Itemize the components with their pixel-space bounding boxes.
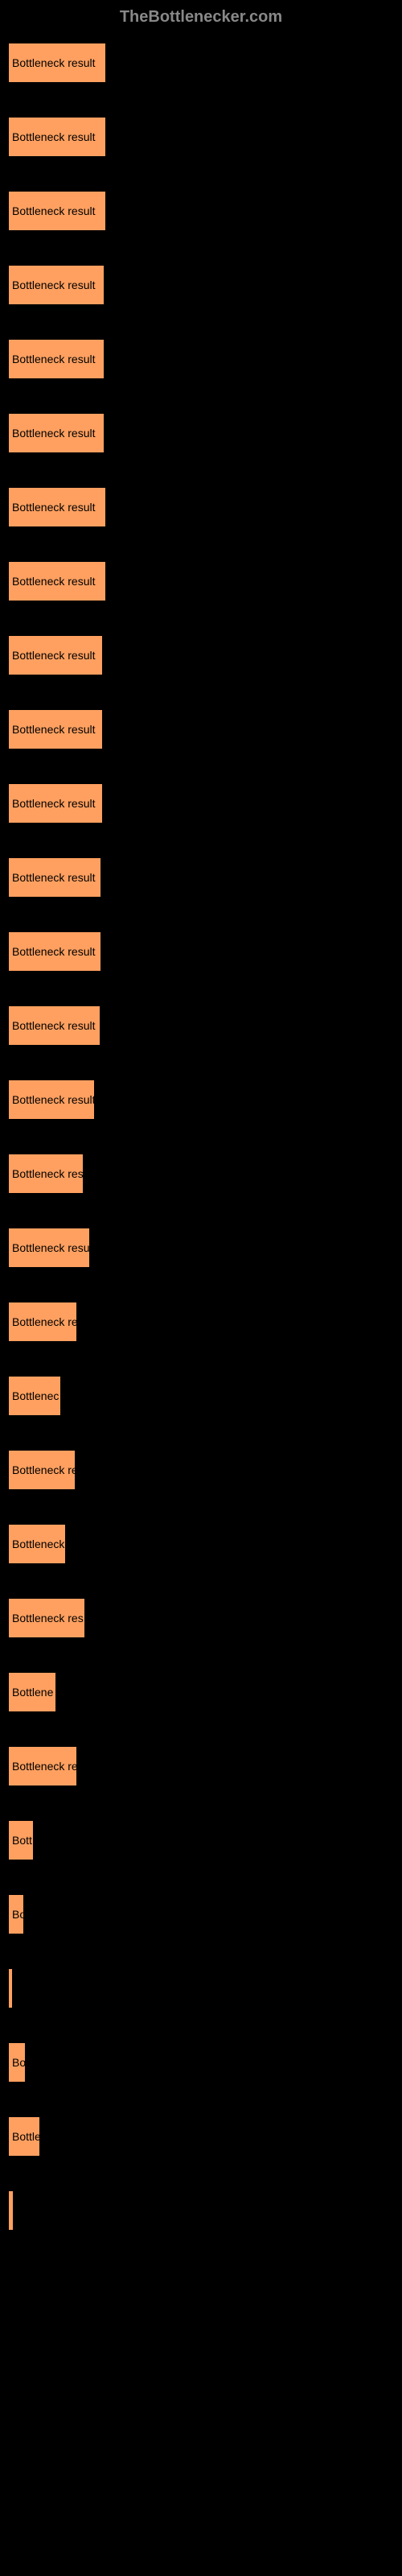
chart-bar: Bottleneck result — [8, 709, 103, 749]
chart-bar — [8, 1968, 13, 2008]
chart-bar: Bottleneck result — [8, 487, 106, 527]
chart-bar: Bottleneck res — [8, 1154, 84, 1194]
bar-row: Bottleneck result — [8, 561, 394, 601]
chart-bar: Bottleneck result — [8, 783, 103, 824]
bar-label: Bo — [12, 2056, 26, 2069]
bar-label: Bottleneck re — [12, 1463, 76, 1476]
bar-label: Bottleneck result — [12, 501, 96, 514]
bar-row: Bottleneck res — [8, 1598, 394, 1638]
bar-row: Bottle — [8, 2116, 394, 2157]
bar-label: Bottleneck result — [12, 945, 96, 958]
bar-row: Bottleneck result — [8, 709, 394, 749]
chart-bar: Bottlene — [8, 1672, 56, 1712]
chart-bar: Bottleneck result — [8, 635, 103, 675]
bar-row — [8, 1968, 394, 2008]
chart-bar: Bottleneck — [8, 1524, 66, 1564]
chart-bar: Bottleneck result — [8, 43, 106, 83]
bar-label: Bottleneck result — [12, 279, 96, 291]
bar-row — [8, 2190, 394, 2231]
bar-row: Bottleneck result — [8, 931, 394, 972]
bar-label: Bott — [12, 1834, 32, 1847]
bar-row: Bottleneck result — [8, 265, 394, 305]
chart-bar: Bottleneck result — [8, 1080, 95, 1120]
bar-label: Bottleneck result — [12, 204, 96, 217]
bar-label: Bottleneck result — [12, 1093, 95, 1106]
chart-bar — [8, 2190, 14, 2231]
bar-row: Bottleneck re — [8, 1746, 394, 1786]
bar-label: Bottleneck result — [12, 649, 96, 662]
bar-label: Bottlene — [12, 1686, 53, 1699]
bar-row: Bottleneck result — [8, 1228, 394, 1268]
chart-bar: Bottleneck res — [8, 1598, 85, 1638]
bar-label: Bottleneck result — [12, 723, 96, 736]
chart-bar: Bo — [8, 2042, 26, 2083]
chart-bar: Bottleneck result — [8, 561, 106, 601]
chart-bar: Bottleneck result — [8, 857, 101, 898]
bar-label: Bottleneck re — [12, 1315, 77, 1328]
bar-label: Bottleneck result — [12, 130, 96, 143]
chart-bar: Bottleneck result — [8, 1228, 90, 1268]
bar-row: Bottleneck result — [8, 783, 394, 824]
bar-label: Bottleneck result — [12, 575, 96, 588]
bar-label: Bottlenec — [12, 1389, 59, 1402]
bar-chart: Bottleneck result Bottleneck result Bottle… — [0, 35, 402, 2273]
chart-bar: Bottleneck result — [8, 265, 105, 305]
bar-row: Bott — [8, 1820, 394, 1860]
bar-label: Bottleneck result — [12, 427, 96, 440]
bar-row: Bottleneck result — [8, 1080, 394, 1120]
bar-row: Bo — [8, 2042, 394, 2083]
chart-bar: Bottleneck result — [8, 1005, 100, 1046]
bar-label: Bottleneck result — [12, 797, 96, 810]
bar-row: Bo — [8, 1894, 394, 1934]
site-header: TheBottlenecker.com — [0, 0, 402, 35]
chart-bar: Bottleneck result — [8, 339, 105, 379]
bar-row: Bottlenec — [8, 1376, 394, 1416]
bar-label: Bottleneck result — [12, 1241, 90, 1254]
chart-bar: Bottle — [8, 2116, 40, 2157]
bar-label: Bottleneck res — [12, 1167, 84, 1180]
bar-row: Bottleneck result — [8, 413, 394, 453]
bar-row: Bottleneck result — [8, 857, 394, 898]
bar-row: Bottleneck result — [8, 43, 394, 83]
chart-bar: Bottleneck result — [8, 931, 101, 972]
bar-label: Bottleneck — [12, 1538, 64, 1550]
chart-bar: Bottleneck re — [8, 1450, 76, 1490]
bar-label: Bottle — [12, 2130, 40, 2143]
chart-bar: Bo — [8, 1894, 24, 1934]
chart-bar: Bottleneck re — [8, 1746, 77, 1786]
bar-row: Bottleneck result — [8, 117, 394, 157]
bar-row: Bottleneck result — [8, 339, 394, 379]
bar-row: Bottleneck re — [8, 1450, 394, 1490]
bar-row: Bottleneck result — [8, 191, 394, 231]
bar-label: Bottleneck result — [12, 1019, 96, 1032]
site-title: TheBottlenecker.com — [120, 8, 282, 26]
bar-row: Bottleneck — [8, 1524, 394, 1564]
bar-row: Bottleneck result — [8, 635, 394, 675]
bar-row: Bottleneck result — [8, 1005, 394, 1046]
bar-label: Bo — [12, 1908, 24, 1921]
bar-row: Bottlene — [8, 1672, 394, 1712]
bar-label: Bottleneck result — [12, 353, 96, 365]
bar-row: Bottleneck res — [8, 1154, 394, 1194]
chart-bar: Bottleneck re — [8, 1302, 77, 1342]
bar-label: Bottleneck re — [12, 1760, 77, 1773]
bar-row: Bottleneck result — [8, 487, 394, 527]
bar-label: Bottleneck result — [12, 871, 96, 884]
chart-bar: Bottleneck result — [8, 191, 106, 231]
bar-label: Bottleneck result — [12, 56, 96, 69]
chart-bar: Bottleneck result — [8, 117, 106, 157]
bar-label: Bottleneck res — [12, 1612, 84, 1624]
chart-bar: Bottlenec — [8, 1376, 61, 1416]
chart-bar: Bott — [8, 1820, 34, 1860]
bar-row: Bottleneck re — [8, 1302, 394, 1342]
chart-bar: Bottleneck result — [8, 413, 105, 453]
